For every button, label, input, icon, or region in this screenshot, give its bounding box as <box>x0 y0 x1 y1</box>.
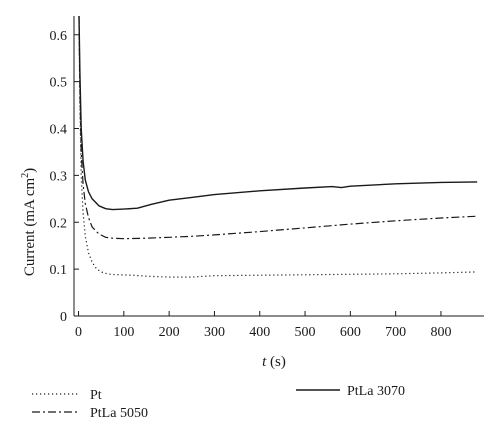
legend-label-ptla5050: PtLa 5050 <box>90 406 148 421</box>
series-line-ptla-5050 <box>78 15 478 240</box>
y-tick-label: 0.6 <box>50 29 68 44</box>
x-tick-label: 200 <box>159 325 180 340</box>
legend: Pt PtLa 5050 PtLa 3070 <box>32 384 405 421</box>
series-line-ptla-3070 <box>78 15 478 211</box>
x-tick-label: 600 <box>340 325 361 340</box>
x-tick-label: 100 <box>113 325 134 340</box>
axis-ticks: 0 0.1 0.2 0.3 0.4 0.5 0.6 0 100 200 300 400 500 600 70… <box>50 29 452 340</box>
legend-item-pt: Pt <box>32 388 102 403</box>
x-tick-label: 300 <box>204 325 225 340</box>
legend-label-ptla3070: PtLa 3070 <box>347 384 405 399</box>
axes <box>73 16 484 317</box>
y-tick-label: 0.3 <box>50 169 68 184</box>
x-tick-label: 700 <box>385 325 406 340</box>
x-axis-label: t (s) <box>262 354 286 370</box>
series-line-pt <box>78 25 478 278</box>
y-tick-label: 0.2 <box>50 216 68 231</box>
legend-item-ptla5050: PtLa 5050 <box>32 406 148 421</box>
y-tick-label: 0.1 <box>50 263 68 278</box>
y-tick-label: 0.4 <box>50 123 68 138</box>
x-tick-label: 400 <box>249 325 270 340</box>
x-tick-label: 500 <box>295 325 316 340</box>
x-tick-label: 800 <box>430 325 451 340</box>
y-tick-label: 0 <box>60 310 67 325</box>
x-tick-label: 0 <box>75 325 82 340</box>
y-tick-label: 0.5 <box>50 76 68 91</box>
series-lines <box>78 15 478 278</box>
legend-label-pt: Pt <box>90 388 102 403</box>
y-axis-label: Current (mA cm2) <box>20 168 38 276</box>
legend-item-ptla3070: PtLa 3070 <box>296 384 405 399</box>
